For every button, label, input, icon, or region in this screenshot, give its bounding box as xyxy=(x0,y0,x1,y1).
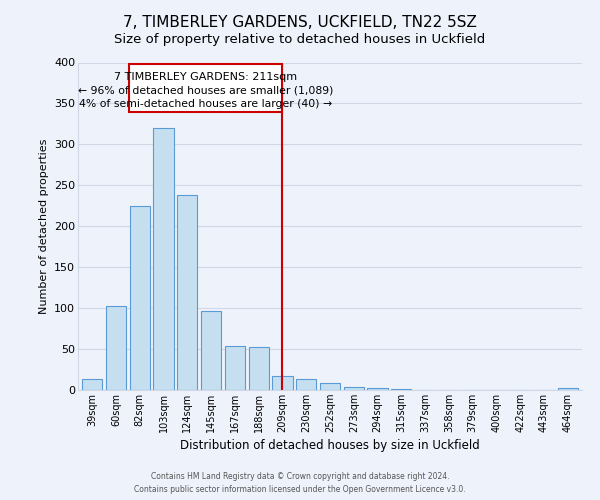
Bar xyxy=(82,378,103,390)
Bar xyxy=(248,348,269,390)
Text: 7 TIMBERLEY GARDENS: 211sqm: 7 TIMBERLEY GARDENS: 211sqm xyxy=(114,72,298,83)
Bar xyxy=(225,346,245,390)
Bar xyxy=(557,388,578,390)
X-axis label: Distribution of detached houses by size in Uckfield: Distribution of detached houses by size … xyxy=(180,439,480,452)
Text: 7, TIMBERLEY GARDENS, UCKFIELD, TN22 5SZ: 7, TIMBERLEY GARDENS, UCKFIELD, TN22 5SZ xyxy=(123,15,477,30)
Bar xyxy=(177,195,197,390)
FancyBboxPatch shape xyxy=(129,64,283,112)
Bar xyxy=(320,382,340,390)
Bar xyxy=(367,388,388,390)
Y-axis label: Number of detached properties: Number of detached properties xyxy=(38,138,49,314)
Text: Size of property relative to detached houses in Uckfield: Size of property relative to detached ho… xyxy=(115,32,485,46)
Text: Contains HM Land Registry data © Crown copyright and database right 2024.
Contai: Contains HM Land Registry data © Crown c… xyxy=(134,472,466,494)
Bar xyxy=(130,206,150,390)
Bar xyxy=(272,376,293,390)
Text: ← 96% of detached houses are smaller (1,089): ← 96% of detached houses are smaller (1,… xyxy=(78,86,334,96)
Bar xyxy=(154,128,173,390)
Bar xyxy=(106,306,126,390)
Bar xyxy=(296,378,316,390)
Bar xyxy=(344,386,364,390)
Bar xyxy=(201,310,221,390)
Bar xyxy=(391,389,412,390)
Text: 4% of semi-detached houses are larger (40) →: 4% of semi-detached houses are larger (4… xyxy=(79,100,332,110)
